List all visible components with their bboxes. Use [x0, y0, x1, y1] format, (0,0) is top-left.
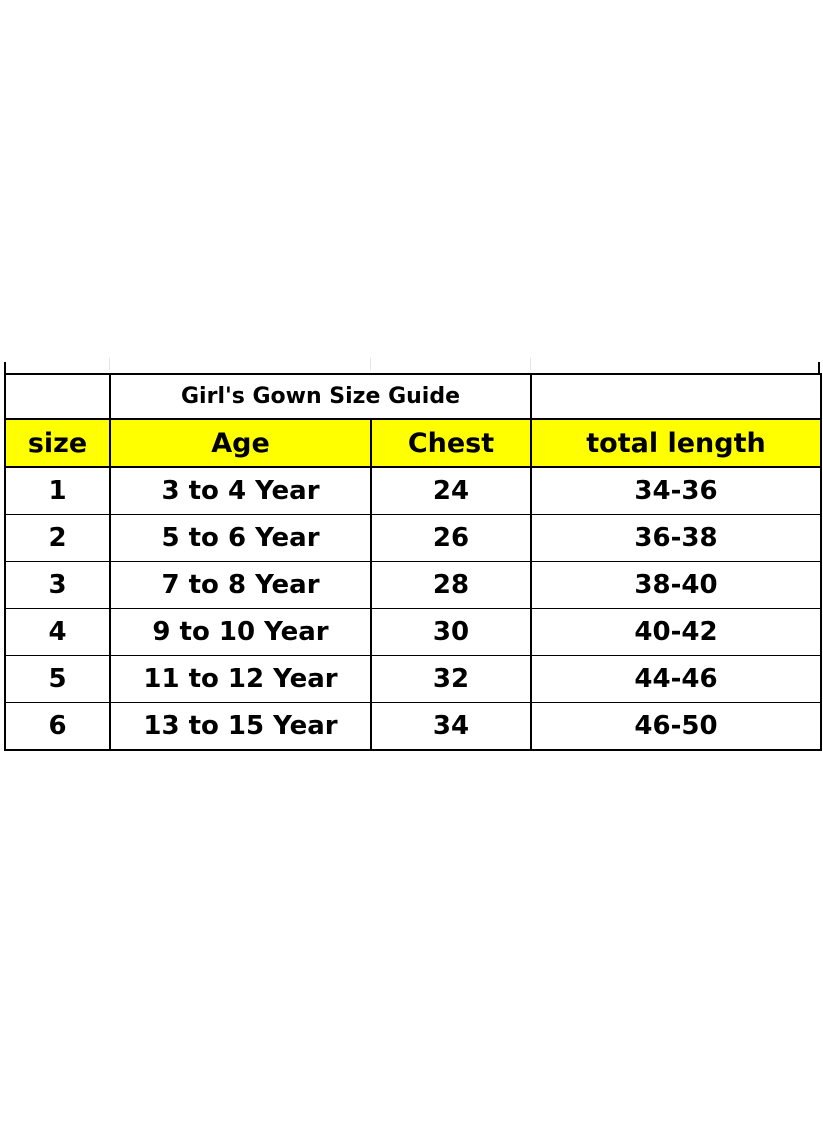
total-length-cell: 38-40 [530, 561, 822, 609]
total-length-cell: 34-36 [530, 466, 822, 515]
size-cell: 1 [4, 466, 111, 515]
gridline [109, 358, 110, 370]
title-row: Girl's Gown Size Guide [4, 373, 822, 420]
size-cell: 5 [4, 655, 111, 703]
age-cell: 13 to 15 Year [109, 702, 372, 751]
right-edge [818, 362, 820, 374]
age-cell: 5 to 6 Year [109, 514, 372, 562]
chest-cell: 30 [370, 608, 532, 656]
chest-cell: 24 [370, 466, 532, 515]
chest-cell: 34 [370, 702, 532, 751]
size-cell: 4 [4, 608, 111, 656]
left-edge [4, 362, 6, 374]
chest-cell: 26 [370, 514, 532, 562]
age-cell: 3 to 4 Year [109, 466, 372, 515]
total-length-cell: 36-38 [530, 514, 822, 562]
gridline [530, 358, 531, 370]
column-header-age: Age [109, 418, 372, 468]
empty-cell [530, 373, 822, 420]
size-cell: 2 [4, 514, 111, 562]
gridline [370, 358, 371, 370]
table-title: Girl's Gown Size Guide [109, 373, 532, 420]
total-length-cell: 46-50 [530, 702, 822, 751]
header-row: size Age Chest total length [4, 418, 822, 468]
empty-cell [4, 373, 111, 420]
chest-cell: 32 [370, 655, 532, 703]
age-cell: 7 to 8 Year [109, 561, 372, 609]
size-guide-table: Girl's Gown Size Guide size Age Chest to… [4, 373, 822, 751]
column-header-size: size [4, 418, 111, 468]
column-header-chest: Chest [370, 418, 532, 468]
table-row: 5 11 to 12 Year 32 44-46 [4, 655, 822, 703]
age-cell: 11 to 12 Year [109, 655, 372, 703]
table-row: 6 13 to 15 Year 34 46-50 [4, 702, 822, 751]
age-cell: 9 to 10 Year [109, 608, 372, 656]
total-length-cell: 40-42 [530, 608, 822, 656]
size-cell: 6 [4, 702, 111, 751]
total-length-cell: 44-46 [530, 655, 822, 703]
chest-cell: 28 [370, 561, 532, 609]
column-header-total-length: total length [530, 418, 822, 468]
size-cell: 3 [4, 561, 111, 609]
